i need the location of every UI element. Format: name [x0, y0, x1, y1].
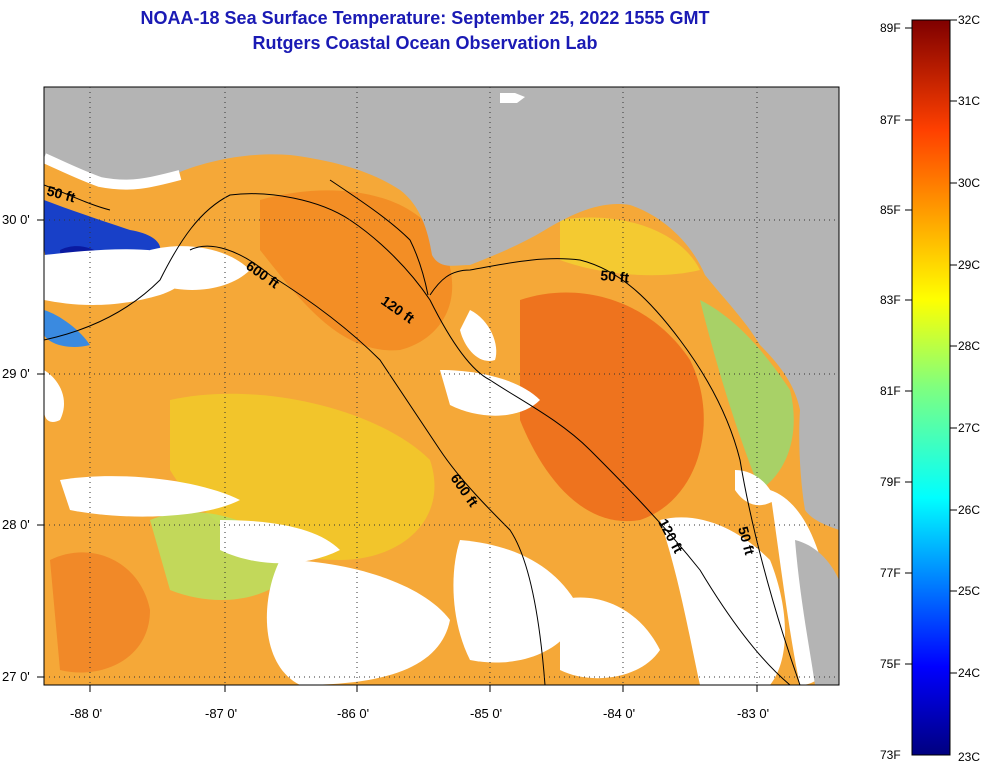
colorbar-c-label: 28C [958, 339, 981, 353]
lat-label: 29 0' [2, 366, 30, 381]
colorbar-f-label: 79F [880, 475, 901, 489]
yellow-patch [170, 393, 435, 560]
lon-label: -86 0' [337, 706, 370, 721]
lon-label: -88 0' [70, 706, 103, 721]
colorbar-f-label: 81F [880, 384, 901, 398]
inland-lake [500, 93, 525, 103]
contour-50ft-west [44, 184, 111, 211]
colorbar-c-label: 27C [958, 421, 981, 435]
green-patch [700, 300, 794, 490]
land-mass [44, 87, 839, 530]
colorbar-c-label: 31C [958, 94, 981, 108]
lat-label: 28 0' [2, 517, 30, 532]
lat-label: 30 0' [2, 212, 30, 227]
lat-label: 27 0' [2, 669, 30, 684]
colorbar-c-label: 30C [958, 176, 981, 190]
colorbar-c-label: 23C [958, 750, 981, 764]
contour-120ft-coast [329, 179, 429, 296]
warm-patch [50, 552, 150, 673]
lon-label: -84 0' [603, 706, 636, 721]
contour-120ft [44, 193, 791, 685]
coastline-artifact [44, 153, 182, 190]
colorbar-ticks [905, 19, 957, 674]
colorbar [911, 19, 951, 756]
colorbar-f-label: 85F [880, 203, 901, 217]
colorbar-f-label: 83F [880, 293, 901, 307]
colorbar-c-label: 25C [958, 584, 981, 598]
contour-label: 50 ft [45, 182, 77, 205]
warm-patch [260, 190, 453, 351]
contour-label: 50 ft [600, 267, 630, 285]
contour-50ft-east [429, 258, 801, 685]
chart-subtitle: Rutgers Coastal Ocean Observation Lab [252, 33, 598, 53]
colorbar-f-label: 75F [880, 657, 901, 671]
axis-ticks [37, 219, 758, 692]
yellow-patch [560, 217, 700, 276]
colorbar-c-label: 32C [958, 13, 981, 27]
lon-label: -87 0' [205, 706, 238, 721]
colorbar-f-label: 77F [880, 566, 901, 580]
lon-label: -83 0' [737, 706, 770, 721]
colorbar-f-label: 89F [880, 21, 901, 35]
colorbar-c-label: 29C [958, 258, 981, 272]
colorbar-c-label: 24C [958, 666, 981, 680]
lon-label: -85 0' [470, 706, 503, 721]
bathymetry-contours [44, 179, 801, 685]
colorbar-f-label: 73F [880, 748, 901, 762]
land-mass [795, 540, 839, 685]
colorbar-f-label: 87F [880, 113, 901, 127]
colorbar-c-label: 26C [958, 503, 981, 517]
contour-600ft [189, 245, 546, 685]
plot-frame [43, 86, 840, 686]
warm-core-patch [520, 292, 704, 522]
contour-label: 50 ft [735, 525, 758, 557]
chart-title: NOAA-18 Sea Surface Temperature: Septemb… [140, 8, 710, 28]
